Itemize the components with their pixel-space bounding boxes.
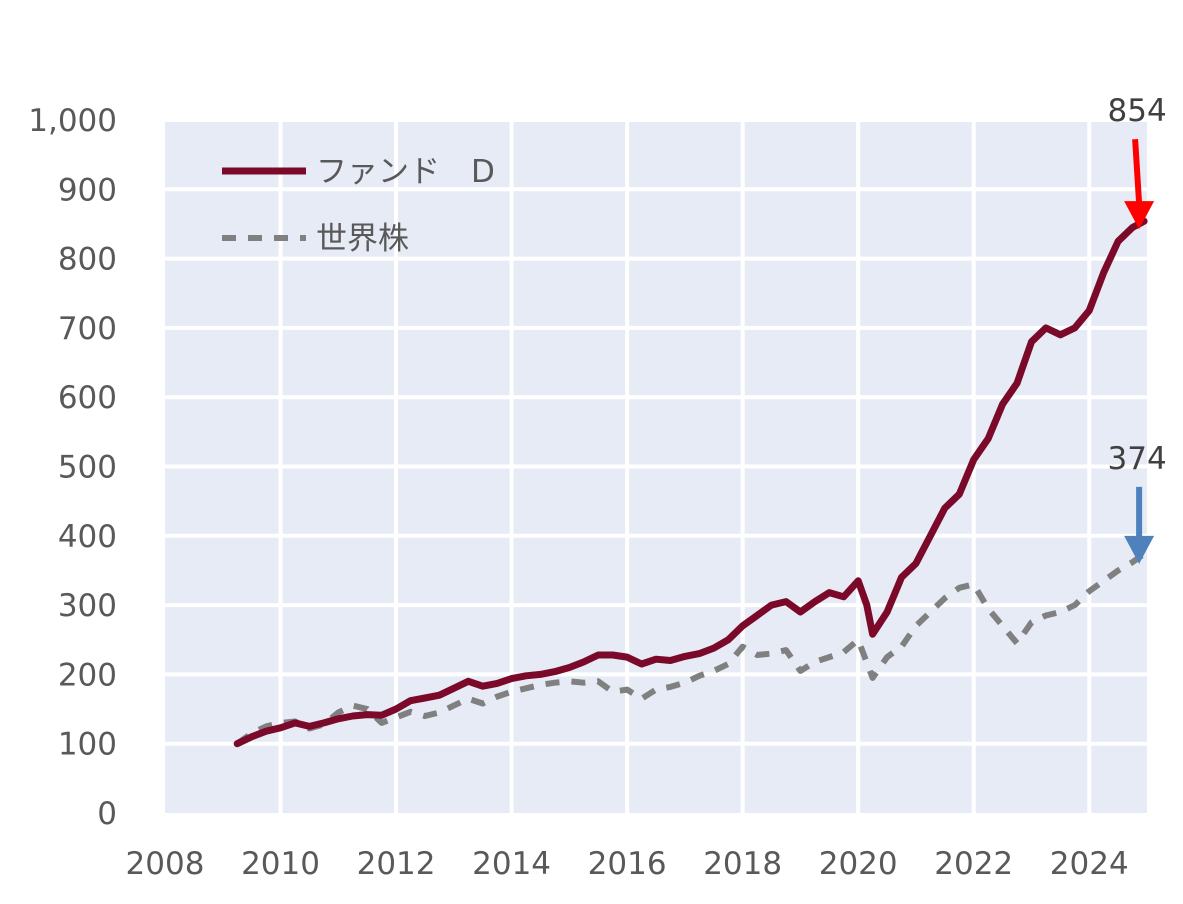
x-tick-label: 2010 (241, 846, 320, 882)
annotations: 854 374 (1108, 93, 1167, 564)
series-line-fund-d (233, 217, 1148, 748)
x-tick-label: 2024 (1050, 846, 1129, 882)
y-tick-label: 900 (58, 172, 117, 208)
y-tick-label: 1,000 (28, 103, 117, 139)
annotation-arrow-shaft (1132, 138, 1143, 204)
annotation-label-374: 374 (1108, 441, 1167, 477)
y-tick-label: 700 (58, 311, 117, 347)
annotation-label-854: 854 (1108, 93, 1167, 129)
annotation-arrow-head (1124, 201, 1155, 230)
y-tick-label: 100 (58, 727, 117, 763)
legend: ファンド D 世界株 (222, 154, 495, 257)
series-group (233, 217, 1148, 748)
plot-area (165, 118, 1147, 813)
legend-label-fund-d: ファンド D (316, 154, 495, 190)
x-tick-label: 2020 (819, 846, 898, 882)
legend-label-world-stocks: 世界株 (316, 221, 409, 257)
x-tick-label: 2018 (703, 846, 782, 882)
y-tick-label: 500 (58, 450, 117, 486)
y-tick-label: 600 (58, 380, 117, 416)
y-tick-label: 200 (58, 657, 117, 693)
x-tick-label: 2012 (357, 846, 436, 882)
x-tick-label: 2022 (934, 846, 1013, 882)
x-tick-label: 2016 (588, 846, 667, 882)
y-tick-label: 0 (97, 796, 117, 832)
x-tick-label: 2008 (126, 846, 205, 882)
series-line-world-stocks (235, 551, 1146, 747)
annotation-arrow-head (1124, 535, 1155, 564)
y-tick-label: 800 (58, 242, 117, 278)
x-tick-label: 2014 (472, 846, 551, 882)
axes: 2008 2010 2012 2014 2016 2018 2020 2022 2024 0 100… (28, 103, 1128, 882)
y-tick-label: 300 (58, 588, 117, 624)
y-tick-label: 400 (58, 519, 117, 555)
